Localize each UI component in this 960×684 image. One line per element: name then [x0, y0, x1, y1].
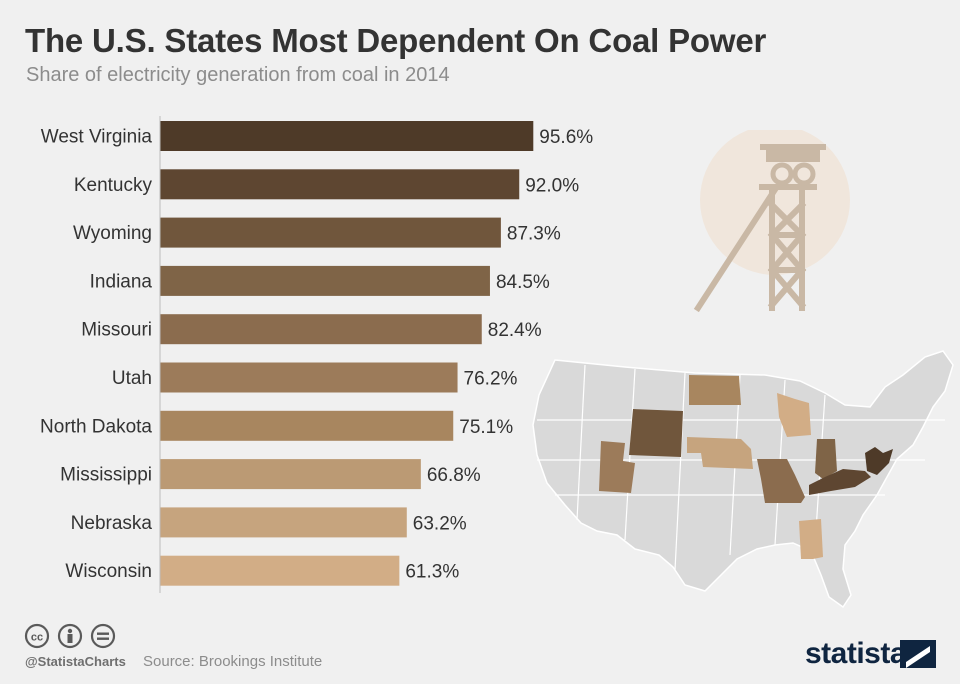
bar-north-dakota [160, 410, 454, 441]
map-state-kentucky [809, 469, 871, 495]
value-label: 61.3% [405, 562, 459, 583]
license-icons: cc [24, 623, 116, 649]
bar-nebraska [160, 507, 407, 538]
statista-logo-icon [900, 640, 936, 668]
map-state-indiana [815, 439, 837, 479]
brand-logo: statista [805, 637, 907, 670]
map-state-north-dakota [689, 375, 741, 405]
map-state-missouri [757, 459, 805, 503]
category-label: Wyoming [73, 223, 152, 244]
cc-icon-glyph: cc [31, 632, 43, 644]
value-label: 84.5% [496, 272, 550, 293]
category-label: Mississippi [60, 465, 152, 486]
category-label: Wisconsin [65, 561, 152, 582]
map-state-utah [599, 441, 635, 493]
cc-icon [24, 623, 50, 649]
footer-handle: @StatistaCharts [25, 654, 126, 669]
chart-subtitle: Share of electricity generation from coa… [26, 64, 450, 86]
bar-missouri [160, 314, 482, 345]
map-state-wyoming [629, 409, 683, 457]
bar-wisconsin [160, 555, 400, 586]
category-label: Indiana [90, 271, 153, 292]
category-label: West Virginia [41, 127, 153, 148]
nd-icon [90, 623, 116, 649]
bar-mississippi [160, 459, 421, 490]
bar-utah [160, 362, 458, 393]
mine-headframe-icon [693, 130, 850, 313]
map-state-nebraska [687, 437, 753, 469]
map-state-mississippi [799, 519, 823, 559]
category-label: Kentucky [74, 175, 153, 196]
chart-title: The U.S. States Most Dependent On Coal P… [25, 22, 767, 59]
map-state-wisconsin [777, 393, 811, 437]
us-map-icon [532, 350, 954, 609]
by-icon [57, 623, 83, 649]
footer-source: Source: Brookings Institute [143, 653, 323, 670]
category-label: Utah [112, 368, 152, 389]
value-label: 82.4% [488, 320, 542, 341]
value-label: 87.3% [507, 224, 561, 245]
bar-wyoming [160, 217, 501, 248]
category-label: North Dakota [40, 416, 152, 437]
category-label: Missouri [81, 320, 152, 341]
value-label: 63.2% [413, 513, 467, 534]
value-label: 95.6% [539, 127, 593, 148]
category-label: Nebraska [71, 513, 153, 534]
bar-west-virginia [160, 121, 534, 151]
us-outline [532, 350, 954, 609]
value-label: 92.0% [525, 175, 579, 196]
value-label: 76.2% [464, 369, 518, 390]
bar-kentucky [160, 169, 520, 200]
bar-indiana [160, 265, 490, 296]
value-label: 66.8% [427, 465, 481, 486]
map-state-west-virginia [865, 447, 893, 475]
value-label: 75.1% [459, 417, 513, 438]
